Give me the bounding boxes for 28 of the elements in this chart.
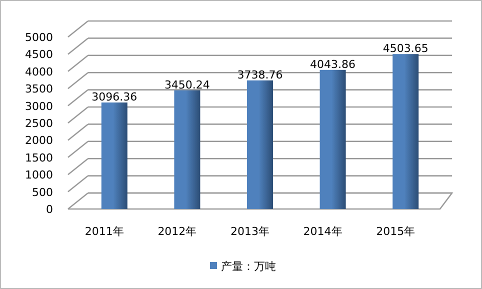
y-tick-label: 2500 [25, 117, 53, 130]
y-tick-label: 4000 [25, 65, 53, 78]
y-tick-label: 5000 [25, 31, 53, 44]
bar [174, 90, 200, 209]
data-label: 3450.24 [164, 78, 210, 92]
legend-label: 产量：万吨 [221, 260, 276, 273]
y-tick-label: 1500 [25, 151, 53, 164]
data-label: 4043.86 [310, 58, 356, 71]
x-tick-label: 2013年 [230, 225, 270, 238]
bar [101, 102, 128, 209]
x-tick-label: 2012年 [158, 225, 197, 238]
y-tick-label: 2000 [25, 134, 53, 148]
y-tick-label: 4500 [25, 48, 53, 62]
y-tick-label: 0 [46, 203, 53, 216]
bar [247, 80, 273, 209]
y-tick-label: 1000 [25, 168, 53, 182]
y-tick-label: 3000 [25, 100, 53, 113]
x-tick-label: 2014年 [303, 225, 342, 238]
data-label: 3096.36 [92, 90, 138, 104]
y-tick-label: 3500 [25, 82, 53, 96]
y-tick-label: 500 [32, 186, 53, 199]
bar [320, 70, 346, 209]
data-label: 3738.76 [237, 68, 283, 82]
legend: 产量：万吨 [210, 260, 276, 273]
x-tick-label: 2015年 [376, 225, 416, 238]
bar [392, 54, 419, 209]
x-tick-label: 2011年 [84, 225, 124, 238]
data-label: 4503.65 [382, 42, 428, 56]
